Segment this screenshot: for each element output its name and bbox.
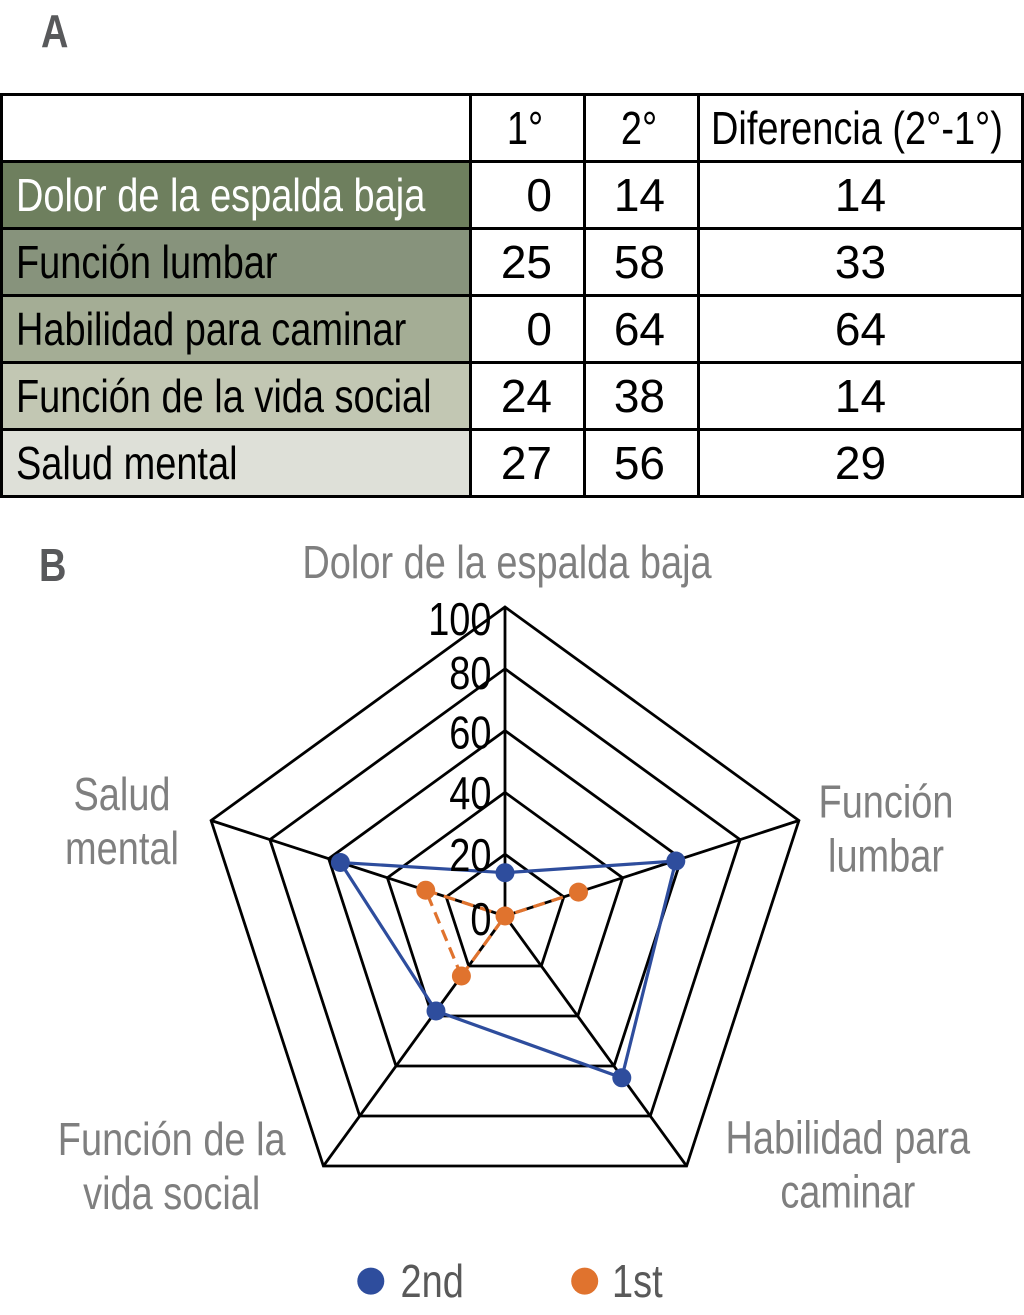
svg-text:Salud: Salud <box>73 769 170 820</box>
svg-text:1st: 1st <box>612 1255 663 1306</box>
svg-text:Habilidad para: Habilidad para <box>725 1112 970 1163</box>
svg-text:Dolor de la espalda baja: Dolor de la espalda baja <box>302 536 712 587</box>
svg-text:Función: Función <box>819 776 954 827</box>
svg-text:0: 0 <box>470 893 491 944</box>
svg-text:mental: mental <box>65 823 179 874</box>
svg-text:20: 20 <box>449 830 491 881</box>
svg-text:lumbar: lumbar <box>828 830 944 881</box>
svg-text:100: 100 <box>428 594 491 645</box>
svg-text:vida social: vida social <box>83 1167 260 1218</box>
svg-text:2nd: 2nd <box>401 1255 464 1306</box>
svg-text:60: 60 <box>449 707 491 758</box>
svg-text:caminar: caminar <box>780 1166 915 1217</box>
svg-text:Función de la: Función de la <box>58 1113 286 1164</box>
svg-text:80: 80 <box>449 648 491 699</box>
svg-text:40: 40 <box>449 768 491 819</box>
